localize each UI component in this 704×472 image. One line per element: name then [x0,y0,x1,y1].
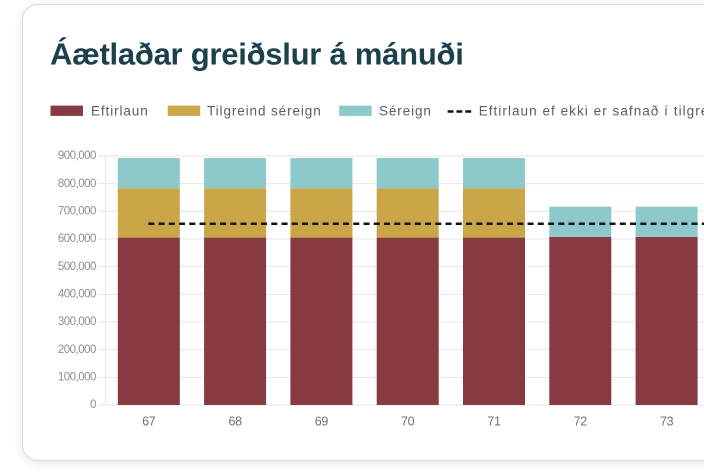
svg-text:800,000: 800,000 [58,178,96,190]
svg-text:71: 71 [487,415,501,429]
svg-text:Áætlaðar greiðslur á mánuði: Áætlaðar greiðslur á mánuði [50,36,464,71]
svg-text:300,000: 300,000 [58,316,96,328]
svg-text:Eftirlaun ef ekki er safnað í: Eftirlaun ef ekki er safnað í tilgreinda… [479,104,704,119]
svg-text:0: 0 [90,399,96,411]
svg-text:Séreign: Séreign [379,104,432,119]
svg-text:Eftirlaun: Eftirlaun [91,104,149,119]
svg-text:500,000: 500,000 [58,261,96,273]
svg-text:700,000: 700,000 [58,206,96,218]
svg-text:73: 73 [660,415,674,429]
svg-text:400,000: 400,000 [58,289,96,301]
svg-text:200,000: 200,000 [58,344,96,356]
svg-text:900,000: 900,000 [58,150,96,162]
svg-text:70: 70 [401,415,415,429]
svg-text:72: 72 [574,415,588,429]
svg-text:69: 69 [315,415,329,429]
svg-text:600,000: 600,000 [58,233,96,245]
svg-text:67: 67 [142,415,156,429]
svg-text:68: 68 [228,415,242,429]
svg-text:Tilgreind séreign: Tilgreind séreign [207,104,322,119]
svg-text:100,000: 100,000 [58,372,96,384]
